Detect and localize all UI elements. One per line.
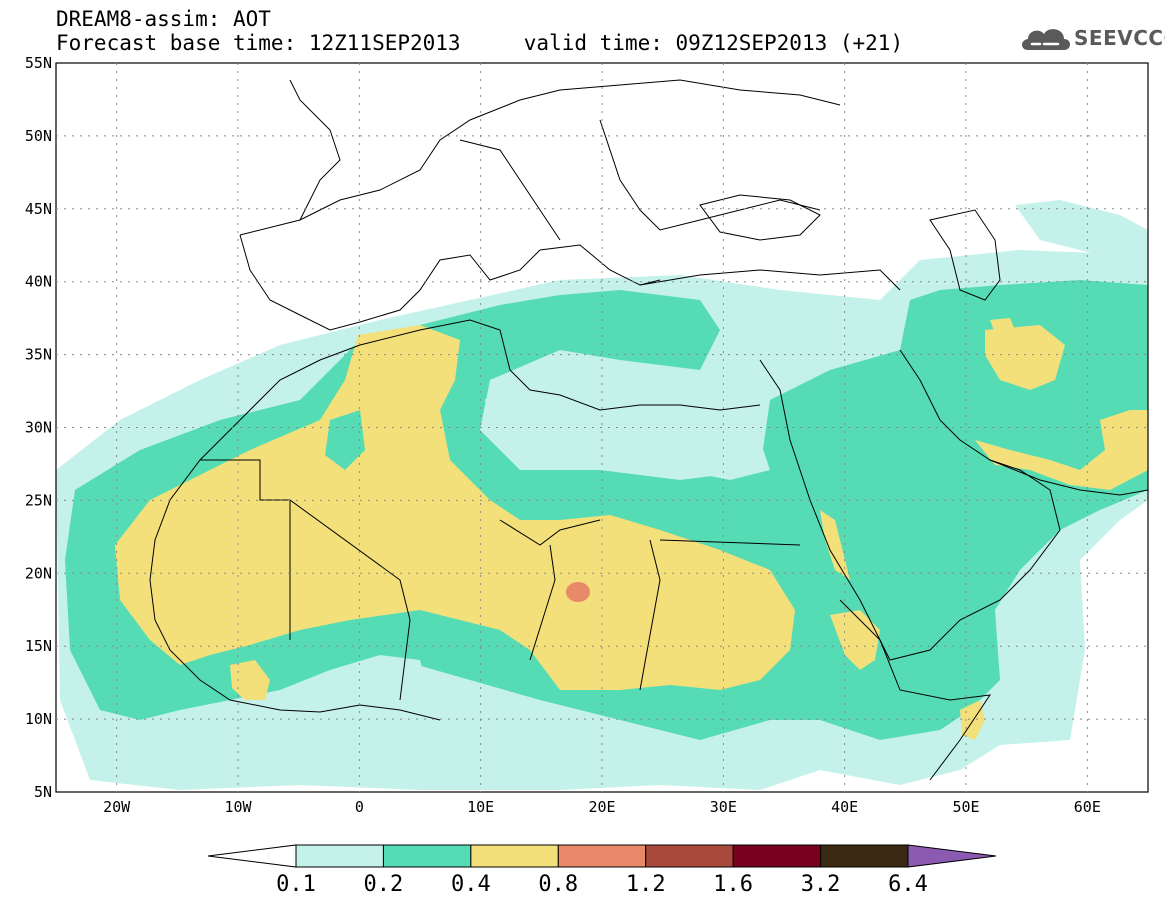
lon-tick-label: 20E: [588, 798, 615, 816]
colorbar-swatch: [382, 844, 472, 868]
aot-field-yellow: [820, 510, 850, 580]
aot-field-light-cyan: [485, 365, 770, 480]
lon-tick-label: 20W: [103, 798, 131, 816]
axis-ticks: 55N 50N 45N 40N 35N 30N 25N 20N 15N 10N 5N 20W 10W 0 1…: [25, 54, 1101, 816]
seevccc-logo: SEEVCCC: [1018, 20, 1165, 60]
lat-tick-label: 30N: [25, 419, 52, 437]
lat-tick-label: 10N: [25, 710, 52, 728]
aot-field-green: [325, 410, 365, 470]
colorbar-swatch: [295, 844, 384, 868]
colorbar-swatch: [470, 844, 559, 868]
colorbar-label: 0.1: [276, 872, 316, 897]
colorbar-label: 0.8: [538, 872, 578, 897]
lat-tick-label: 5N: [34, 783, 52, 801]
colorbar-label: 0.4: [451, 872, 491, 897]
colorbar-swatch: [732, 844, 822, 868]
cloud-icon: [1022, 29, 1070, 50]
aot-field-light-cyan: [1015, 200, 1148, 260]
lat-tick-label: 35N: [25, 346, 52, 364]
coastlines-borders: [149, 79, 1148, 781]
colorbar-label: 3.2: [801, 872, 841, 897]
logo-text: SEEVCCC: [1074, 26, 1165, 50]
aot-field-salmon: [566, 582, 590, 602]
colorbar: 0.1 0.2 0.4 0.8 1.2 1.6 3.2 6.4: [207, 844, 997, 897]
colorbar-under-triangle: [207, 844, 297, 868]
colorbar-label: 6.4: [888, 872, 928, 897]
colorbar-swatch: [820, 844, 909, 868]
aot-field-yellow: [975, 410, 1148, 490]
lon-tick-label: 30E: [710, 798, 737, 816]
lat-tick-label: 40N: [25, 273, 52, 291]
lon-tick-label: 10E: [467, 798, 494, 816]
lat-tick-label: 20N: [25, 564, 52, 582]
lon-tick-label: 10W: [224, 798, 252, 816]
colorbar-label: 1.6: [713, 872, 753, 897]
aot-field-yellow: [230, 660, 270, 700]
lat-tick-label: 50N: [25, 127, 52, 145]
colorbar-swatch: [645, 844, 734, 868]
lon-tick-label: 0: [355, 798, 364, 816]
forecast-time-subtitle: Forecast base time: 12Z11SEP2013 valid t…: [56, 31, 904, 55]
aot-field-light-cyan: [320, 655, 430, 730]
aot-field-yellow: [115, 325, 795, 690]
colorbar-swatch: [557, 844, 647, 868]
lon-tick-label: 50E: [952, 798, 979, 816]
colorbar-over-triangle: [907, 844, 997, 868]
lat-tick-label: 45N: [25, 200, 52, 218]
lat-tick-label: 55N: [25, 54, 52, 72]
map-title: DREAM8-assim: AOT: [56, 7, 271, 31]
aot-field-yellow: [830, 610, 880, 670]
lat-tick-label: 15N: [25, 637, 52, 655]
colorbar-label: 1.2: [626, 872, 666, 897]
gridlines: [56, 63, 1148, 792]
lon-tick-label: 40E: [831, 798, 858, 816]
aot-field-yellow: [985, 325, 1065, 390]
colorbar-label: 0.2: [364, 872, 404, 897]
lon-tick-label: 60E: [1074, 798, 1101, 816]
lat-tick-label: 25N: [25, 491, 52, 509]
aot-field-yellow: [990, 318, 1015, 333]
